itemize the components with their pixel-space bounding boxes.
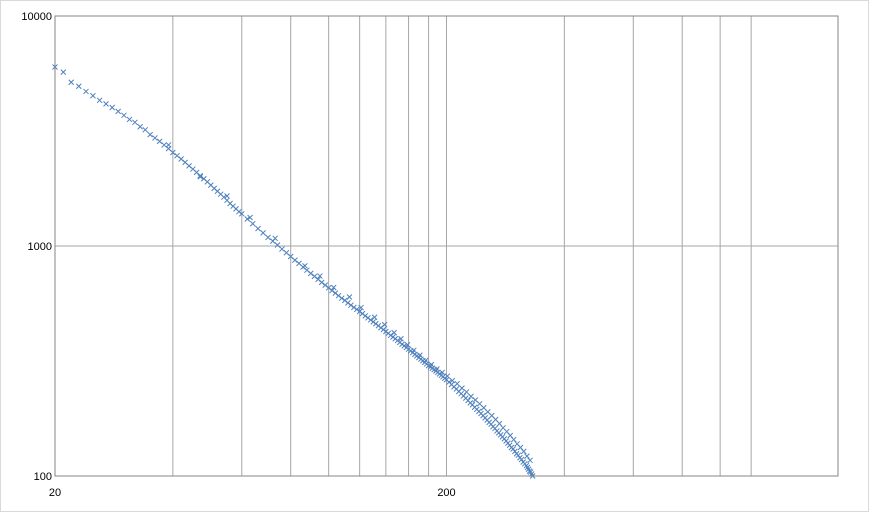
data-point-marker: [329, 287, 335, 294]
data-point-marker: [524, 453, 530, 459]
x-tick-label: 20: [49, 487, 61, 499]
x-tick-label: 200: [437, 487, 455, 499]
data-point-marker: [381, 321, 388, 328]
data-point-marker: [169, 149, 176, 156]
tick-labels: 100 1000 10000 20 200: [21, 11, 455, 499]
data-point-marker: [444, 373, 451, 379]
data-point-marker: [367, 317, 374, 323]
data-point-marker: [338, 295, 345, 302]
data-point-marker: [510, 436, 517, 443]
data-point-marker: [330, 284, 337, 291]
data-point-marker: [346, 294, 353, 300]
data-point-marker: [404, 341, 411, 348]
data-point-marker: [302, 262, 308, 269]
data-point-marker: [96, 97, 103, 104]
data-point-marker: [391, 329, 398, 336]
data-point-marker: [115, 108, 122, 115]
data-point-marker: [90, 92, 96, 99]
data-point-marker: [274, 242, 281, 248]
data-point-marker: [224, 193, 230, 199]
data-point-marker: [439, 369, 446, 376]
data-point-marker: [109, 104, 116, 111]
data-point-marker: [398, 335, 404, 342]
data-point-marker: [307, 270, 314, 277]
y-tick-label: 100: [34, 471, 52, 483]
y-tick-label: 1000: [28, 241, 52, 253]
plot-area-border: [54, 15, 839, 477]
data-point-marker: [121, 112, 127, 119]
y-tick-label: 10000: [21, 11, 52, 23]
data-point-marker: [515, 452, 522, 459]
data-point-marker: [247, 214, 253, 221]
data-point-marker: [126, 116, 133, 123]
data-point-marker: [152, 135, 158, 141]
data-point-marker: [75, 83, 82, 90]
data-point-marker: [351, 304, 357, 311]
data-point-marker: [353, 306, 360, 313]
data-point-marker: [156, 138, 163, 145]
data-point-marker: [371, 314, 378, 321]
data-point-marker: [434, 366, 440, 372]
data-point-marker: [244, 216, 251, 222]
data-point-marker: [463, 389, 470, 395]
data-point-marker: [249, 220, 256, 227]
data-point-marker: [255, 225, 261, 232]
data-point-marker: [260, 230, 266, 236]
data-point-marker: [317, 273, 323, 279]
data-point-marker: [449, 377, 456, 384]
data-point-marker: [318, 279, 325, 286]
data-point-marker: [422, 357, 429, 364]
data-point-marker: [428, 361, 435, 368]
data-point-marker: [527, 457, 533, 464]
data-point-marker: [238, 210, 245, 217]
data-point-marker: [236, 208, 242, 215]
data-point-marker: [454, 380, 461, 387]
data-point-marker: [322, 282, 329, 288]
data-point-marker: [174, 152, 180, 159]
data-point-marker: [60, 69, 67, 76]
data-point-marker: [132, 119, 138, 126]
data-point-marker: [265, 234, 271, 241]
data-point-marker: [417, 352, 423, 359]
data-point-marker: [161, 142, 167, 148]
data-point-marker: [459, 385, 465, 391]
gridlines: [55, 16, 838, 476]
data-point-marker: [147, 131, 154, 138]
data-point-marker: [197, 173, 204, 180]
data-point-marker: [272, 235, 278, 242]
data-point-marker: [292, 257, 298, 263]
data-point-marker: [165, 142, 172, 148]
data-point-marker: [358, 304, 364, 311]
data-point-marker: [68, 79, 75, 86]
plot-border: [54, 15, 839, 477]
data-point-marker: [279, 246, 285, 252]
data-point-marker: [520, 448, 527, 455]
data-points: [52, 64, 536, 479]
data-point-marker: [103, 100, 109, 107]
data-point-marker: [142, 126, 149, 133]
data-point-marker: [137, 123, 143, 130]
data-point-marker: [83, 88, 89, 95]
data-point-marker: [518, 456, 525, 463]
data-point-marker: [348, 302, 354, 309]
data-point-marker: [410, 347, 417, 354]
